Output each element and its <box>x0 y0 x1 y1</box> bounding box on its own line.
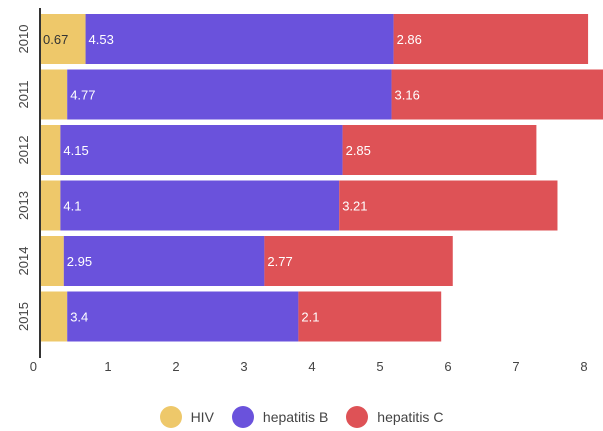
x-tick-label-7: 7 <box>512 359 519 374</box>
category-label-2012: 2012 <box>16 136 31 165</box>
legend-swatch-icon <box>346 406 369 428</box>
data-label-hepatitis-c-2010: 2.86 <box>397 32 422 47</box>
bar-hepatitis-b-2010 <box>85 14 394 64</box>
legend-item-hepatitis-c[interactable]: hepatitis C <box>346 406 443 428</box>
stacked-bar-chart: 0.67 4.53 2.86 4.77 3.16 4.15 2.85 4.1 3.21 2.95 2… <box>16 8 603 374</box>
legend: HIV hepatitis B hepatitis C <box>0 403 603 431</box>
data-label-hepatitis-c-2014: 2.77 <box>267 254 292 269</box>
data-label-hepatitis-b-2014: 2.95 <box>67 254 92 269</box>
bar-hepatitis-c-2015 <box>298 291 442 342</box>
x-tick-label-1: 1 <box>104 359 111 374</box>
category-label-2014: 2014 <box>16 247 31 276</box>
x-tick-label-3: 3 <box>240 359 247 374</box>
bar-hiv-2010 <box>40 14 86 64</box>
x-tick-label-2: 2 <box>172 359 179 374</box>
x-tick-label-0: 0 <box>30 359 37 374</box>
data-label-hiv-2010: 0.67 <box>43 32 68 47</box>
data-label-hepatitis-b-2010: 4.53 <box>89 32 114 47</box>
legend-swatch-icon <box>231 406 254 428</box>
category-labels: 2010 2011 2012 2013 2014 2015 <box>16 25 31 331</box>
bar-hepatitis-c-2012 <box>342 125 537 175</box>
data-label-hepatitis-b-2012: 4.15 <box>63 143 88 158</box>
bar-hepatitis-c-2011 <box>391 69 603 120</box>
x-axis-ticks: 0 1 2 3 4 5 6 7 8 <box>30 359 588 374</box>
data-label-hepatitis-b-2011: 4.77 <box>70 88 95 103</box>
category-label-2010: 2010 <box>16 25 31 54</box>
legend-swatch-icon <box>159 406 182 428</box>
legend-item-hiv[interactable]: HIV <box>159 406 214 428</box>
data-label-hepatitis-c-2011: 3.16 <box>395 88 420 103</box>
data-label-hepatitis-c-2013: 3.21 <box>342 199 367 214</box>
legend-label: hepatitis C <box>377 409 444 425</box>
bar-hepatitis-b-2015 <box>67 291 299 342</box>
category-label-2013: 2013 <box>16 191 31 220</box>
bar-hiv-2012 <box>40 125 61 175</box>
bar-hepatitis-b-2011 <box>67 69 392 120</box>
data-label-hepatitis-b-2015: 3.4 <box>70 310 88 325</box>
bar-hepatitis-c-2014 <box>264 236 453 286</box>
x-tick-label-4: 4 <box>308 359 315 374</box>
x-tick-label-5: 5 <box>376 359 383 374</box>
x-tick-label-8: 8 <box>580 359 587 374</box>
category-label-2011: 2011 <box>16 81 31 109</box>
bar-hiv-2011 <box>40 69 68 120</box>
x-tick-label-6: 6 <box>444 359 451 374</box>
bar-hepatitis-b-2014 <box>63 236 265 286</box>
data-label-hepatitis-c-2012: 2.85 <box>346 143 371 158</box>
bar-hepatitis-c-2013 <box>339 180 558 231</box>
bar-hiv-2013 <box>40 180 61 231</box>
legend-label: HIV <box>190 409 214 425</box>
bar-hepatitis-b-2013 <box>60 180 340 231</box>
bar-hepatitis-b-2012 <box>60 125 343 175</box>
bar-hepatitis-c-2010 <box>393 14 589 64</box>
data-label-hepatitis-c-2015: 2.1 <box>301 310 319 325</box>
category-label-2015: 2015 <box>16 302 31 331</box>
legend-item-hepatitis-b[interactable]: hepatitis B <box>231 406 329 428</box>
data-label-hepatitis-b-2013: 4.1 <box>63 199 81 214</box>
bar-hiv-2014 <box>40 236 64 286</box>
legend-label: hepatitis B <box>262 409 329 425</box>
bars-group: 0.67 4.53 2.86 4.77 3.16 4.15 2.85 4.1 3.21 2.95 2… <box>40 14 603 342</box>
bar-hiv-2015 <box>40 291 68 342</box>
